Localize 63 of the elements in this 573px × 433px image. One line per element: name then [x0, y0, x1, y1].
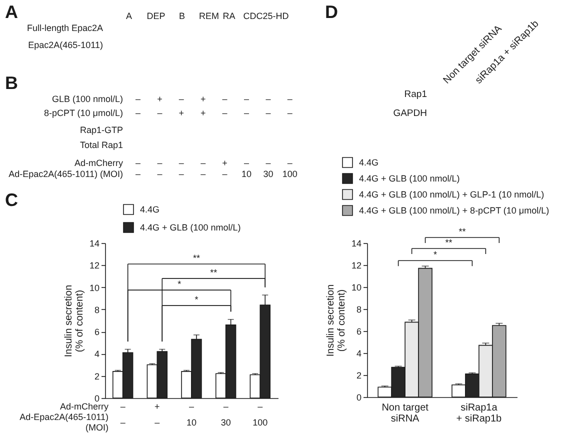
annotation: * [194, 294, 199, 305]
text: – – – – – 10 30 100 [135, 169, 298, 179]
y-tick-label: 10 [351, 282, 362, 292]
annotation: ** [445, 238, 453, 248]
y-tick-label: 12 [89, 260, 100, 271]
x-tick-label: – – [120, 402, 126, 428]
text: DEP [146, 11, 166, 21]
annotation: ** [192, 253, 200, 264]
y-tick-label: 0 [356, 392, 362, 402]
text: REM [199, 11, 219, 21]
text: Rap1-GTP [80, 125, 123, 135]
text: – – – – + – – – [135, 158, 292, 168]
text: 8-pCPT (10 μmol/L) [44, 108, 123, 118]
y-tick-label: 2 [94, 371, 100, 382]
annotation: * [434, 250, 438, 260]
y-tick-label: 0 [94, 394, 100, 404]
chart-title: C [5, 190, 18, 210]
legend-label: 4.4G + GLB (100 nmol/L) [140, 222, 241, 232]
x-tick-label: + – [154, 402, 160, 428]
y-tick-label: 8 [356, 304, 362, 314]
y-tick-label: 6 [356, 326, 362, 336]
y-tick-label: 8 [94, 304, 100, 315]
legend-label: 4.4G + GLB (100 nmol/L) [359, 174, 460, 184]
legend-label: 4.4G + GLB (100 nmol/L) + 8-pCPT (10 μmol/L) [359, 206, 550, 216]
y-tick-label: 12 [351, 260, 362, 270]
legend-label: 4.4G + GLB (100 nmol/L) + GLP-1 (10 nmol/L) [359, 190, 544, 200]
text: – – + + – – – – [135, 108, 292, 118]
legend-label: 4.4G [140, 204, 160, 214]
text: GLB (100 nmol/L) [52, 94, 123, 104]
text: Ad-Epac2A(465-1011) (MOI) [8, 169, 123, 179]
text: CDC25-HD [243, 11, 290, 21]
x-tick-label: – 100 [252, 402, 268, 428]
y-tick-label: 2 [356, 370, 362, 380]
x-axis-title: Ad-mCherry Ad-Epac2A(465-1011) (MOI) [20, 402, 109, 432]
text: Full-length Epac2A [26, 23, 103, 33]
legend-label: 4.4G [359, 158, 379, 168]
text: B [5, 73, 18, 93]
x-tick-label: – 10 [186, 402, 197, 428]
annotation: ** [210, 267, 218, 278]
y-tick-label: 6 [94, 327, 100, 338]
y-tick-label: 4 [94, 349, 100, 360]
text: A [126, 11, 132, 21]
annotation: * [178, 279, 182, 290]
y-axis-title: Insulin secretion (% of content) [63, 284, 86, 358]
text: ** [458, 226, 466, 236]
y-axis-title: Insulin secretion (% of content) [325, 284, 348, 357]
text: Ad-mCherry [74, 158, 124, 168]
text: D [325, 2, 338, 22]
text: Epac2A(465-1011) [28, 40, 103, 50]
text: Total Rap1 [80, 140, 123, 150]
text: GAPDH [393, 108, 428, 119]
text: – + – + – – – – [135, 94, 292, 104]
text: A [5, 2, 18, 22]
x-tick-label: siRap1a + siRap1b [456, 402, 502, 424]
text: Rap1 [404, 89, 427, 100]
text: B [178, 11, 186, 21]
y-tick-label: 10 [89, 282, 100, 293]
y-tick-label: 4 [356, 348, 362, 358]
x-tick-label: Non target siRNA [382, 402, 429, 424]
y-tick-label: 14 [89, 238, 100, 248]
y-tick-label: 14 [351, 238, 362, 248]
text: RA [222, 11, 236, 21]
x-tick-label: – 30 [220, 402, 231, 428]
